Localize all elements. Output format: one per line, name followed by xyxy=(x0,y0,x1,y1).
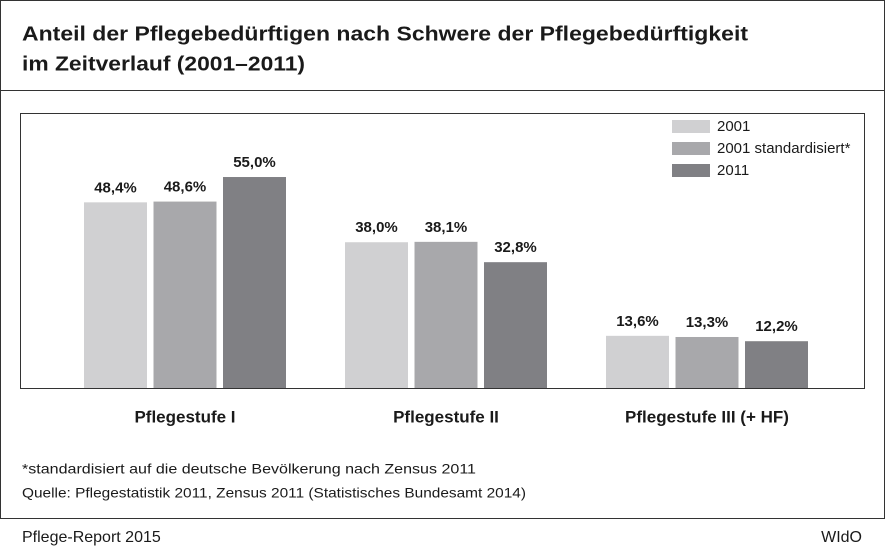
legend-label: 2001 standardisiert* xyxy=(717,140,851,157)
chart-title: im Zeitverlauf (2001–2011) xyxy=(22,53,305,75)
value-label: 55,0% xyxy=(233,154,276,171)
bar xyxy=(675,336,739,388)
legend-swatch xyxy=(672,142,710,155)
value-label: 38,1% xyxy=(425,219,468,236)
bar xyxy=(484,262,547,388)
bar xyxy=(345,242,408,388)
publisher: WIdO xyxy=(821,529,862,546)
legend-swatch xyxy=(672,164,710,177)
report: Pflege-Report 2015 xyxy=(22,529,161,546)
footnote: *standardisiert auf die deutsche Bevölke… xyxy=(22,461,476,477)
value-label: 13,6% xyxy=(616,313,659,330)
value-label: 48,4% xyxy=(94,179,137,196)
x-tick-label: Pflegestufe III (+ HF) xyxy=(625,407,789,426)
bar xyxy=(606,335,669,388)
x-tick-label: Pflegestufe II xyxy=(393,407,499,426)
plot-area xyxy=(20,113,865,389)
bar xyxy=(84,202,147,388)
value-label: 12,2% xyxy=(755,318,798,335)
legend-swatch xyxy=(672,120,710,133)
chart-title: Anteil der Pflegebedürftigen nach Schwer… xyxy=(22,23,748,45)
bar xyxy=(153,201,217,388)
x-tick-label: Pflegestufe I xyxy=(134,407,235,426)
bar xyxy=(223,177,286,388)
bar xyxy=(745,341,808,388)
legend-label: 2001 xyxy=(717,118,750,135)
value-label: 32,8% xyxy=(494,239,537,256)
value-label: 48,6% xyxy=(164,179,207,196)
legend-label: 2011 xyxy=(717,162,749,179)
value-label: 38,0% xyxy=(355,219,398,236)
bar xyxy=(414,241,478,388)
source: Quelle: Pflegestatistik 2011, Zensus 201… xyxy=(22,485,526,501)
value-label: 13,3% xyxy=(686,314,729,331)
